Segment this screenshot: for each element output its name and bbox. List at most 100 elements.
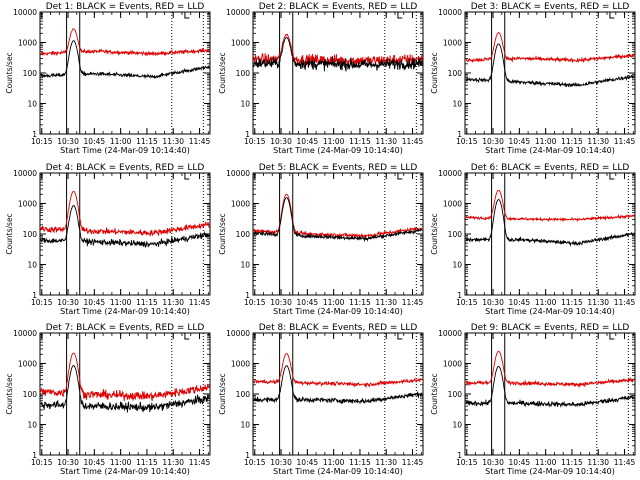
x-tick-label: 11:30	[375, 298, 397, 307]
legend-bracket	[609, 333, 615, 340]
x-tick-label: 10:45	[509, 298, 531, 307]
x-tick-label: 11:15	[561, 458, 583, 467]
series-line-events	[253, 365, 423, 405]
y-tick-label: 10000	[226, 169, 250, 178]
x-tick-label: 10:30	[270, 458, 292, 467]
y-tick-label: 100	[448, 390, 463, 399]
x-tick-label: 10:30	[270, 137, 292, 146]
x-tick-label: 11:15	[136, 137, 158, 146]
x-tick-label: 11:45	[189, 298, 211, 307]
series-line-lld	[465, 31, 635, 64]
panel-title: Det 4: BLACK = Events, RED = LLD	[46, 163, 205, 173]
x-tick-label: 11:30	[375, 137, 397, 146]
y-tick-label: 1000	[18, 200, 37, 209]
x-tick-label: 11:00	[535, 137, 557, 146]
y-tick-label: 10000	[438, 329, 462, 338]
x-tick-label: 11:45	[614, 458, 636, 467]
x-tick-label: 11:15	[349, 298, 371, 307]
x-tick-label: 10:15	[31, 458, 53, 467]
y-tick-label: 100	[236, 390, 251, 399]
x-tick-label: 11:15	[136, 458, 158, 467]
panel-det-9: Det 9: BLACK = Events, RED = LLD Counts/s…	[430, 323, 636, 476]
y-tick-label: 100	[236, 69, 251, 78]
x-tick-label: 11:15	[561, 137, 583, 146]
plot-frame	[464, 332, 636, 456]
x-tick-label: 11:00	[323, 458, 345, 467]
y-tick-label: 10000	[13, 169, 37, 178]
y-axis-title: Counts/sec	[218, 213, 227, 254]
panel-title: Det 9: BLACK = Events, RED = LLD	[471, 323, 630, 333]
x-tick-label: 11:45	[614, 298, 636, 307]
x-tick-label: 11:30	[162, 298, 184, 307]
plot-frame	[39, 172, 211, 296]
x-tick-label: 10:30	[270, 298, 292, 307]
x-tick-label: 10:30	[57, 298, 79, 307]
x-tick-label: 10:45	[84, 458, 106, 467]
y-tick-label: 1	[32, 451, 37, 460]
x-tick-label: 11:45	[402, 458, 424, 467]
x-axis-title: Start Time (24-Mar-09 10:14:40)	[60, 467, 190, 476]
legend-bracket	[397, 173, 403, 180]
series-line-lld	[40, 352, 210, 402]
y-tick-label: 100	[23, 230, 38, 239]
series-line-events	[253, 36, 423, 72]
y-axis-title: Counts/sec	[5, 373, 14, 414]
y-tick-label: 1000	[231, 39, 250, 48]
x-tick-label: 10:15	[31, 137, 53, 146]
x-tick-label: 11:30	[587, 458, 609, 467]
x-tick-label: 10:30	[57, 137, 79, 146]
series-line-lld	[253, 352, 423, 389]
y-tick-label: 10	[27, 421, 37, 430]
legend-bracket	[184, 173, 190, 180]
y-axis-title: Counts/sec	[430, 213, 439, 254]
y-tick-label: 1000	[231, 360, 250, 369]
panel-det-7: Det 7: BLACK = Events, RED = LLD Counts/s…	[5, 323, 211, 476]
plot-frame	[252, 11, 424, 135]
x-tick-label: 11:45	[402, 298, 424, 307]
legend-bracket	[609, 173, 615, 180]
x-tick-label: 10:15	[244, 298, 266, 307]
y-tick-label: 100	[23, 390, 38, 399]
x-axis-title: Start Time (24-Mar-09 10:14:40)	[273, 146, 403, 155]
x-tick-label: 11:00	[535, 298, 557, 307]
x-tick-label: 11:15	[349, 137, 371, 146]
x-tick-label: 11:00	[110, 298, 132, 307]
x-tick-label: 10:30	[482, 458, 504, 467]
series-line-events	[40, 364, 210, 413]
series-line-lld	[465, 350, 635, 388]
x-tick-label: 10:15	[244, 458, 266, 467]
panel-det-8: Det 8: BLACK = Events, RED = LLD Counts/s…	[218, 323, 424, 476]
x-tick-label: 10:30	[482, 298, 504, 307]
y-axis-title: Counts/sec	[5, 213, 14, 254]
y-tick-label: 1	[457, 130, 462, 139]
panel-det-2: Det 2: BLACK = Events, RED = LLD Counts/s…	[218, 2, 424, 155]
x-tick-label: 10:15	[456, 298, 478, 307]
y-tick-label: 10	[240, 261, 250, 270]
y-axis-title: Counts/sec	[5, 52, 14, 93]
x-axis-title: Start Time (24-Mar-09 10:14:40)	[485, 146, 615, 155]
x-tick-label: 10:30	[57, 458, 79, 467]
y-tick-label: 10000	[438, 8, 462, 17]
x-tick-label: 11:15	[349, 458, 371, 467]
legend-bracket	[397, 333, 403, 340]
y-tick-label: 10000	[13, 329, 37, 338]
y-axis-title: Counts/sec	[218, 52, 227, 93]
y-tick-label: 10	[27, 261, 37, 270]
y-tick-label: 100	[236, 230, 251, 239]
plot-frame	[464, 11, 636, 135]
y-axis-title: Counts/sec	[218, 373, 227, 414]
x-axis-title: Start Time (24-Mar-09 10:14:40)	[60, 146, 190, 155]
x-tick-label: 11:30	[162, 458, 184, 467]
series-line-events	[40, 205, 210, 248]
series-line-events	[465, 366, 635, 409]
plot-frame	[39, 332, 211, 456]
y-tick-label: 10000	[438, 169, 462, 178]
plot-frame	[252, 332, 424, 456]
x-tick-label: 11:00	[323, 137, 345, 146]
x-tick-label: 11:30	[587, 137, 609, 146]
x-tick-label: 11:00	[535, 458, 557, 467]
x-tick-label: 11:45	[189, 137, 211, 146]
x-tick-label: 10:45	[297, 458, 319, 467]
y-tick-label: 1000	[443, 39, 462, 48]
y-tick-label: 1	[32, 291, 37, 300]
